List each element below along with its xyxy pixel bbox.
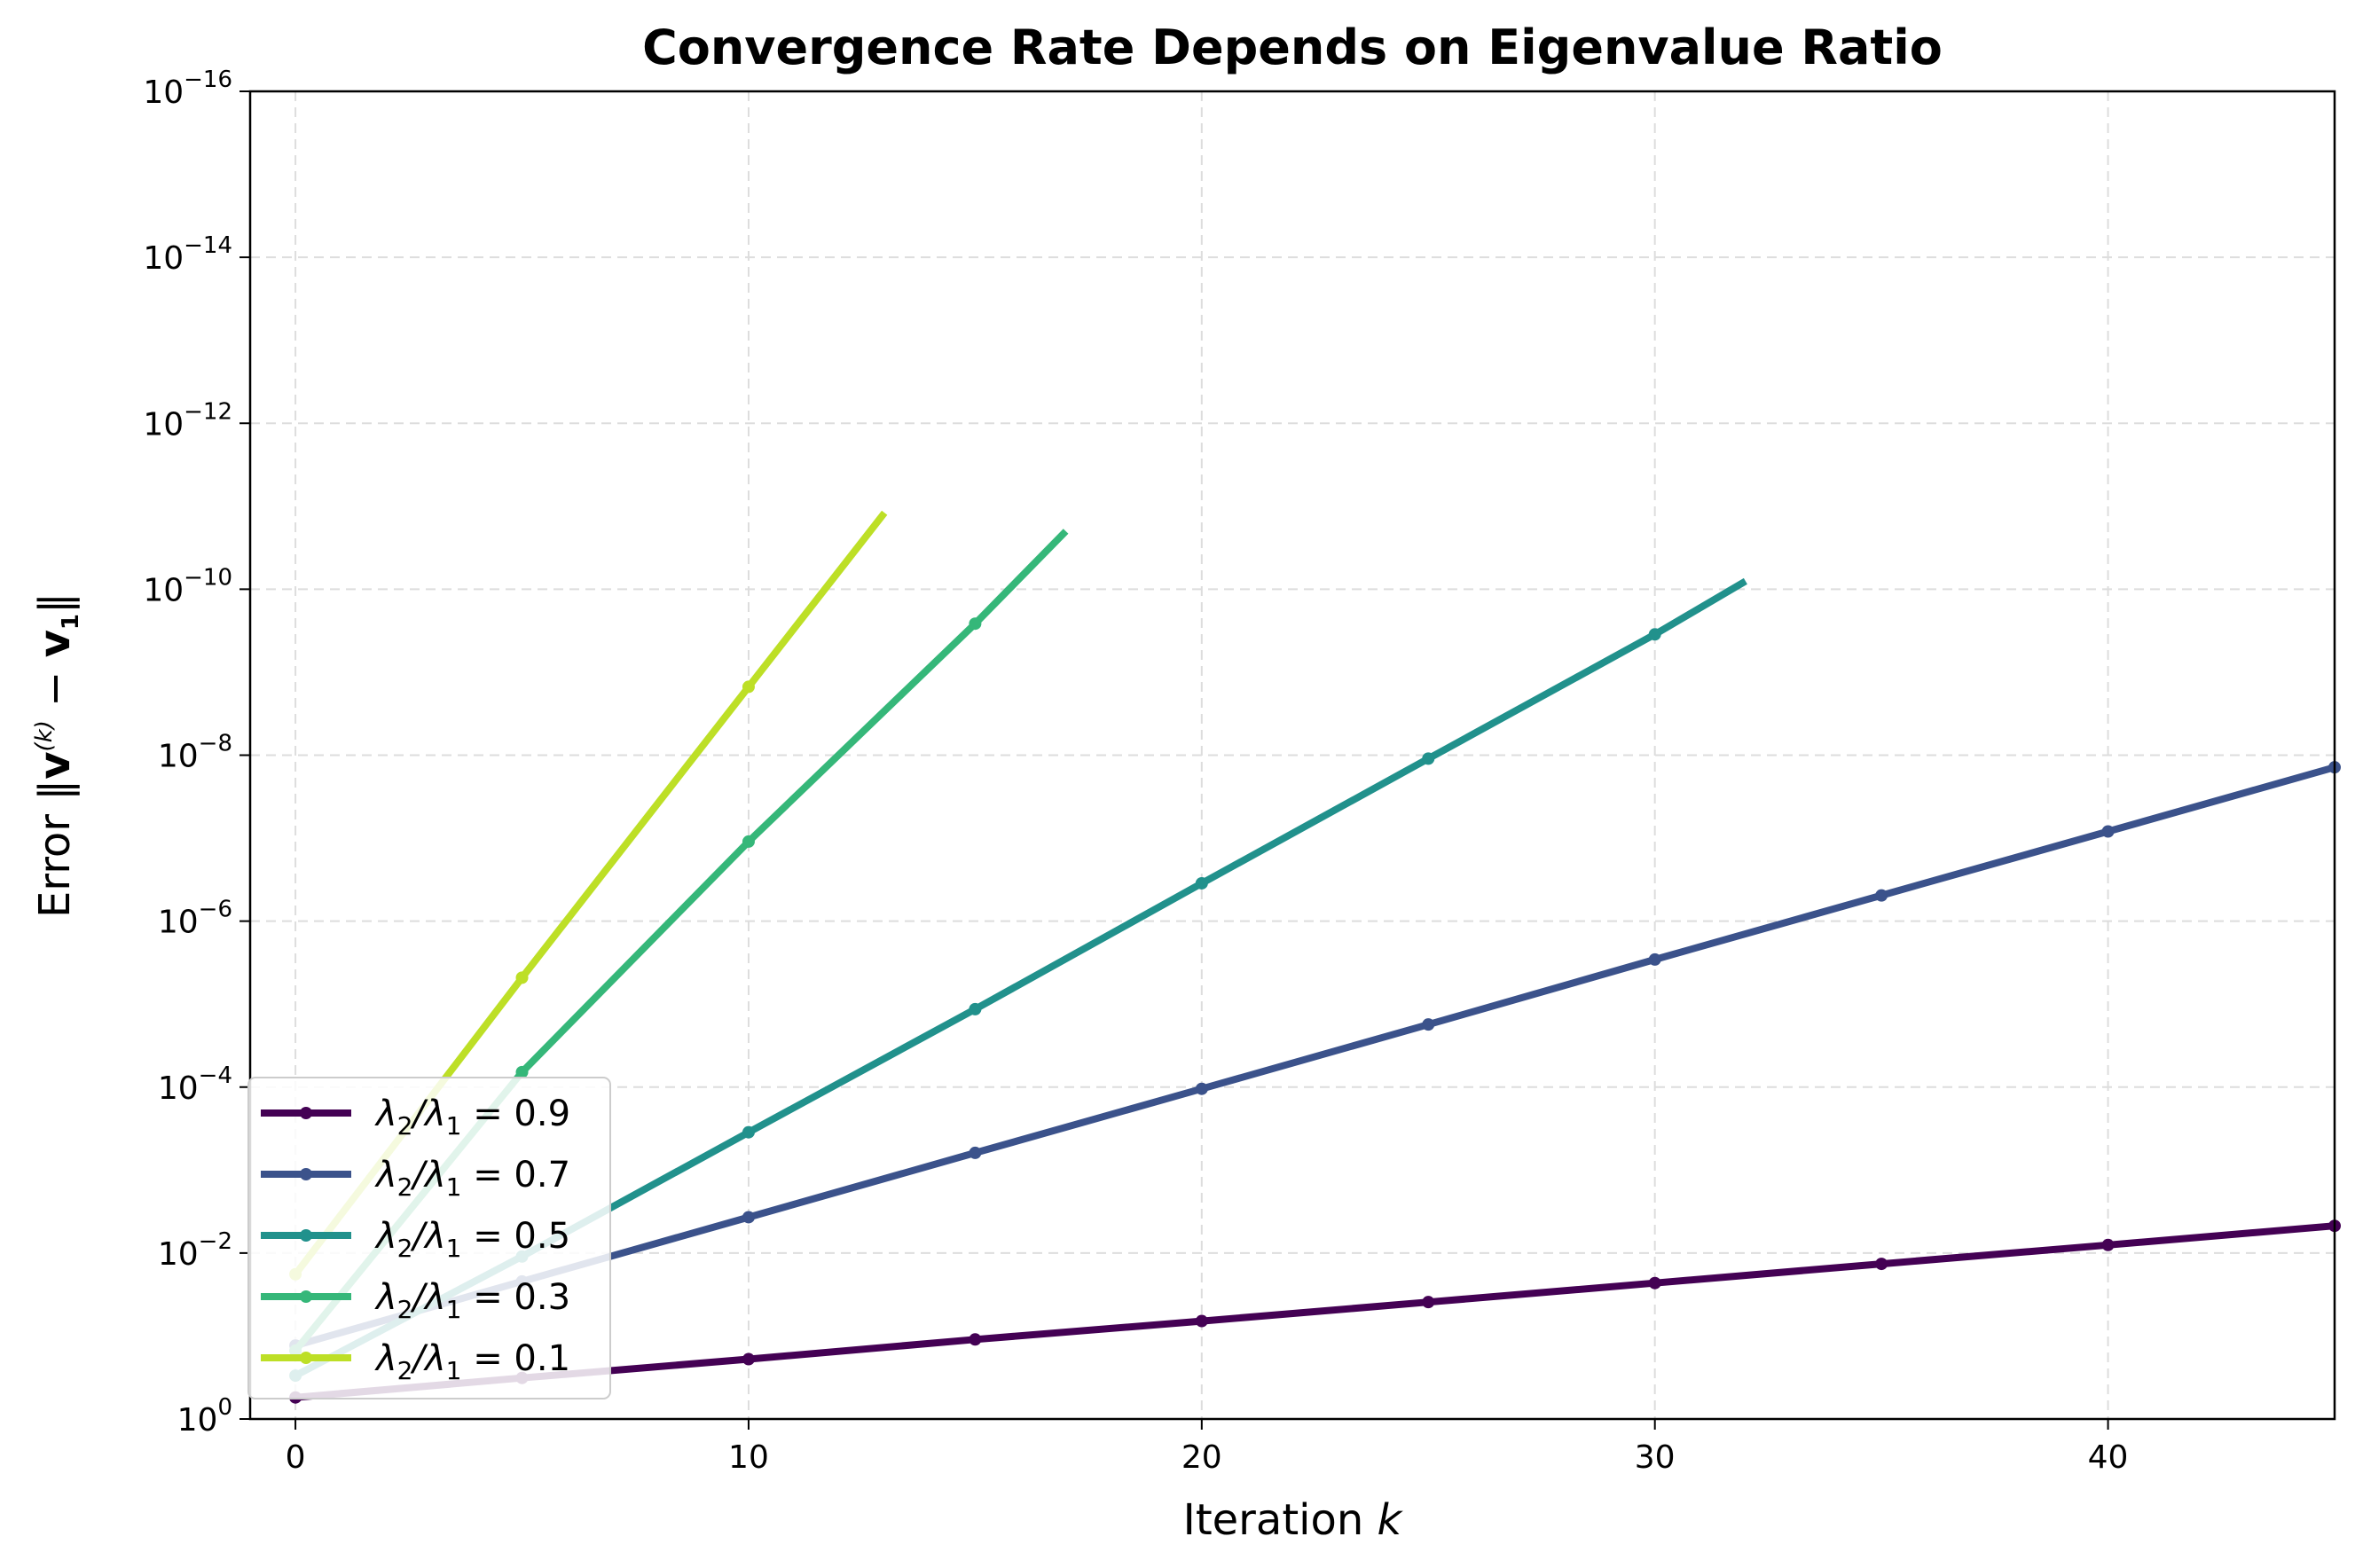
y-tick-label: 10−4 [158,1062,232,1107]
legend-label: λ2/λ1 = 0.9 [374,1094,570,1141]
legend-label: λ2/λ1 = 0.3 [374,1277,570,1324]
y-tick-label: 100 [177,1394,232,1439]
data-point [1422,1018,1435,1031]
y-tick-label: 10−8 [158,731,232,775]
x-axis-label: Iteration k [1183,1495,1404,1545]
x-axis-label-variable: k [1378,1495,1404,1545]
y-tick-label: 10−16 [143,67,232,111]
y-tick-label: 10−14 [143,232,232,277]
legend-marker [300,1107,312,1119]
y-axis-label: Error ‖v(k) − v1‖ [30,592,84,918]
y-tick-label: 10−2 [158,1228,232,1273]
legend-marker [300,1168,312,1180]
data-point [1648,628,1661,641]
legend-item: λ2/λ1 = 0.5 [261,1216,570,1263]
legend-marker [300,1229,312,1242]
y-axis-label-prefix: Error [30,801,80,918]
legend-marker [300,1352,312,1364]
x-axis-ticks: 0 10 20 30 40 [286,1419,2129,1476]
y-tick-label: 10−10 [143,564,232,608]
y-axis-label-vector: v [30,751,80,779]
x-axis-label-prefix: Iteration [1183,1495,1378,1545]
x-tick-label: 30 [1635,1439,1676,1476]
legend-box [247,1077,611,1399]
series-line [294,764,2336,1349]
data-point [515,971,529,984]
y-axis-ticks: 100 10−2 10−4 10−6 10−8 10−10 10−12 10−14 10−16 [143,67,250,1439]
x-tick-label: 0 [286,1439,306,1476]
y-axis-label-vector-2: v [30,630,80,657]
data-point [742,680,755,694]
data-point [1875,889,1888,902]
y-axis-label-norm-open: ‖ [30,780,80,801]
chart-title: Convergence Rate Depends on Eigenvalue R… [642,20,1943,75]
data-point [969,617,982,631]
x-tick-label: 40 [2088,1439,2129,1476]
y-axis-label-superscript: (k) [31,720,58,751]
y-axis-label-norm-close: ‖ [30,592,80,614]
y-tick-label: 10−6 [158,897,232,941]
data-point [1422,752,1435,765]
data-point [1195,1082,1208,1095]
data-point [1648,953,1661,966]
data-point [2101,825,2115,838]
x-tick-label: 20 [1181,1439,1222,1476]
data-point [2101,1238,2115,1251]
data-point [969,1146,982,1159]
y-axis-label-subscript: 1 [58,614,84,630]
legend-item: λ2/λ1 = 0.7 [261,1155,570,1202]
data-point [742,1352,755,1366]
legend-item: λ2/λ1 = 0.9 [261,1094,570,1141]
data-point [742,835,755,848]
legend-marker [300,1290,312,1303]
legend-label: λ2/λ1 = 0.1 [374,1338,570,1385]
data-point [969,1333,982,1346]
legend-item: λ2/λ1 = 0.1 [261,1338,570,1385]
data-point [969,1002,982,1015]
legend-label: λ2/λ1 = 0.5 [374,1216,570,1263]
data-point [515,1065,529,1078]
data-point [1422,1296,1435,1309]
x-tick-label: 10 [728,1439,769,1476]
series-line [294,1222,2335,1401]
data-point [1195,876,1208,890]
data-point [1648,1276,1661,1290]
legend: λ2/λ1 = 0.9 λ2/λ1 = 0.7 λ2/λ1 = 0.5 λ2/λ1 =… [247,1077,611,1399]
legend-item: λ2/λ1 = 0.3 [261,1277,570,1324]
data-point [742,1125,755,1139]
y-axis-label-minus: − [30,657,80,720]
y-tick-label: 10−12 [143,398,232,443]
data-point [1875,1258,1888,1271]
data-point [1195,1314,1208,1328]
data-point [742,1211,755,1224]
legend-label: λ2/λ1 = 0.7 [374,1155,570,1202]
